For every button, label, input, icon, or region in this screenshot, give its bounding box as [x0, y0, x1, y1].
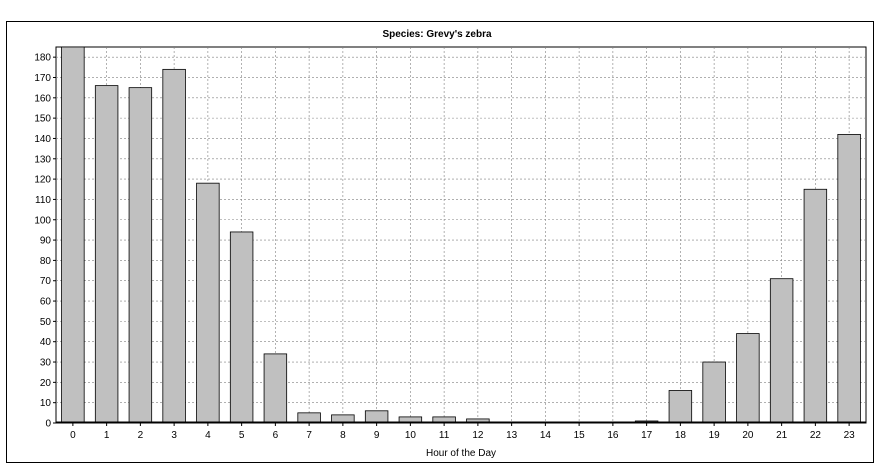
y-tick-label: 120	[34, 175, 51, 186]
bar-hour-6	[263, 353, 288, 424]
chart-frame: Species: Grevy's zebra 0 10 20 30 40 50 60 70 80…	[6, 21, 874, 463]
bar-hour-21	[769, 278, 794, 424]
x-axis-label: Hour of the Day	[426, 448, 496, 459]
x-tick-label: 22	[810, 430, 822, 441]
x-tick-label: 0	[70, 430, 76, 441]
x-tick-label: 15	[574, 430, 586, 441]
x-tick-label: 18	[675, 430, 687, 441]
y-tick-label: 130	[34, 154, 51, 165]
y-tick-label: 30	[40, 358, 52, 369]
x-tick-label: 7	[306, 430, 312, 441]
y-tick-label: 70	[40, 276, 52, 287]
x-tick-label: 14	[540, 430, 552, 441]
y-tick-label: 40	[40, 337, 52, 348]
bar-hour-23	[837, 133, 861, 424]
bar-hour-9	[364, 410, 389, 424]
bar-hour-4	[196, 182, 220, 424]
x-tick-label: 16	[607, 430, 619, 441]
x-tick-label: 6	[273, 430, 279, 441]
bar-hour-7	[297, 412, 321, 424]
y-tick-label: 90	[40, 236, 52, 247]
bars	[56, 46, 866, 424]
y-tick-label: 50	[40, 317, 52, 328]
plot-area	[55, 46, 867, 424]
chart-title: Species: Grevy's zebra	[382, 29, 492, 40]
y-tick-label: 80	[40, 256, 52, 267]
y-axis-ticks: 0 10 20 30 40 50 60 70 80 90 100 110 120 130 140 150 160…	[34, 53, 56, 430]
y-tick-label: 180	[34, 53, 51, 64]
x-tick-label: 23	[844, 430, 856, 441]
y-tick-label: 150	[34, 114, 51, 125]
x-tick-label: 17	[641, 430, 653, 441]
y-tick-label: 10	[40, 398, 52, 409]
bar-hour-20	[736, 333, 760, 424]
y-tick-label: 100	[34, 215, 51, 226]
x-tick-label: 19	[709, 430, 721, 441]
bar-hour-1	[94, 85, 119, 424]
bar-hour-22	[803, 188, 828, 424]
x-tick-label: 4	[205, 430, 211, 441]
x-tick-label: 11	[439, 430, 450, 441]
y-tick-label: 60	[40, 297, 52, 308]
bar-hour-19	[702, 361, 726, 424]
x-tick-label: 20	[742, 430, 754, 441]
x-tick-label: 1	[104, 430, 110, 441]
bar-hour-18	[668, 390, 693, 424]
x-tick-label: 13	[506, 430, 518, 441]
y-tick-label: 160	[34, 93, 51, 104]
x-axis-ticks: 0 1 2 3 4 5 6 7 8 9 10 11 12 13 14 15 16 17 18 19 20 21 22 23	[70, 423, 855, 441]
x-tick-label: 12	[472, 430, 484, 441]
bar-chart: Species: Grevy's zebra 01020304050607080…	[34, 29, 867, 459]
y-tick-label: 0	[45, 419, 51, 430]
bar-hour-0	[61, 46, 85, 424]
bar-hour-5	[229, 231, 254, 424]
bar-hour-2	[128, 87, 153, 424]
x-tick-label: 5	[239, 430, 245, 441]
x-tick-label: 8	[340, 430, 346, 441]
bar-hour-3	[162, 68, 186, 424]
x-tick-label: 21	[776, 430, 788, 441]
y-tick-label: 170	[34, 73, 51, 84]
x-tick-label: 10	[405, 430, 417, 441]
x-tick-label: 2	[138, 430, 144, 441]
x-tick-label: 9	[374, 430, 380, 441]
y-tick-label: 110	[35, 195, 51, 206]
y-tick-label: 140	[34, 134, 51, 145]
x-tick-label: 3	[171, 430, 177, 441]
y-tick-label: 20	[40, 378, 52, 389]
